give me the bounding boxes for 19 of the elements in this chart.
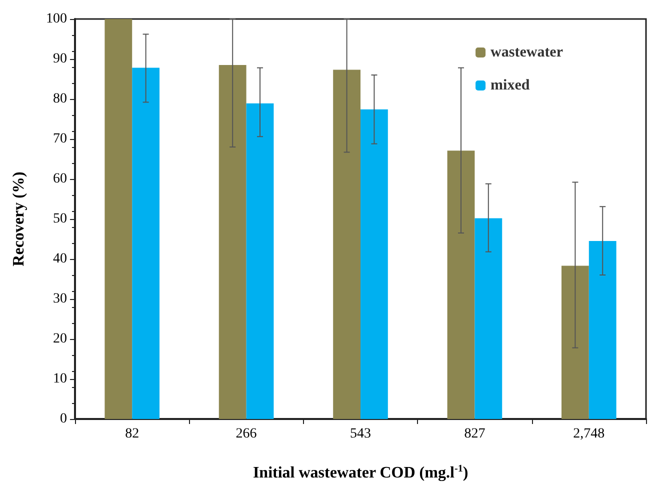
x-tick-label: 82 <box>125 426 140 442</box>
y-tick-label: 40 <box>53 252 67 266</box>
y-tick-label: 50 <box>53 212 67 226</box>
legend-label: mixed <box>490 78 530 94</box>
x-tick-label: 2,748 <box>573 426 605 442</box>
y-tick-label: 60 <box>53 172 67 186</box>
x-tick-label: 543 <box>350 426 371 442</box>
legend-label: wastewater <box>490 44 564 60</box>
y-axis-title: Recovery (%) <box>10 172 28 266</box>
y-tick-label: 10 <box>53 372 67 386</box>
y-tick-label: 100 <box>46 12 67 26</box>
x-tick-label: 827 <box>464 426 486 442</box>
y-tick-label: 70 <box>53 132 67 146</box>
x-tick-label: 266 <box>236 426 257 442</box>
y-tick-label: 90 <box>53 52 67 66</box>
y-tick-label: 20 <box>53 332 67 346</box>
y-tick-label: 80 <box>53 92 67 106</box>
y-tick-label: 30 <box>53 292 67 306</box>
y-tick-label: 0 <box>60 412 67 426</box>
